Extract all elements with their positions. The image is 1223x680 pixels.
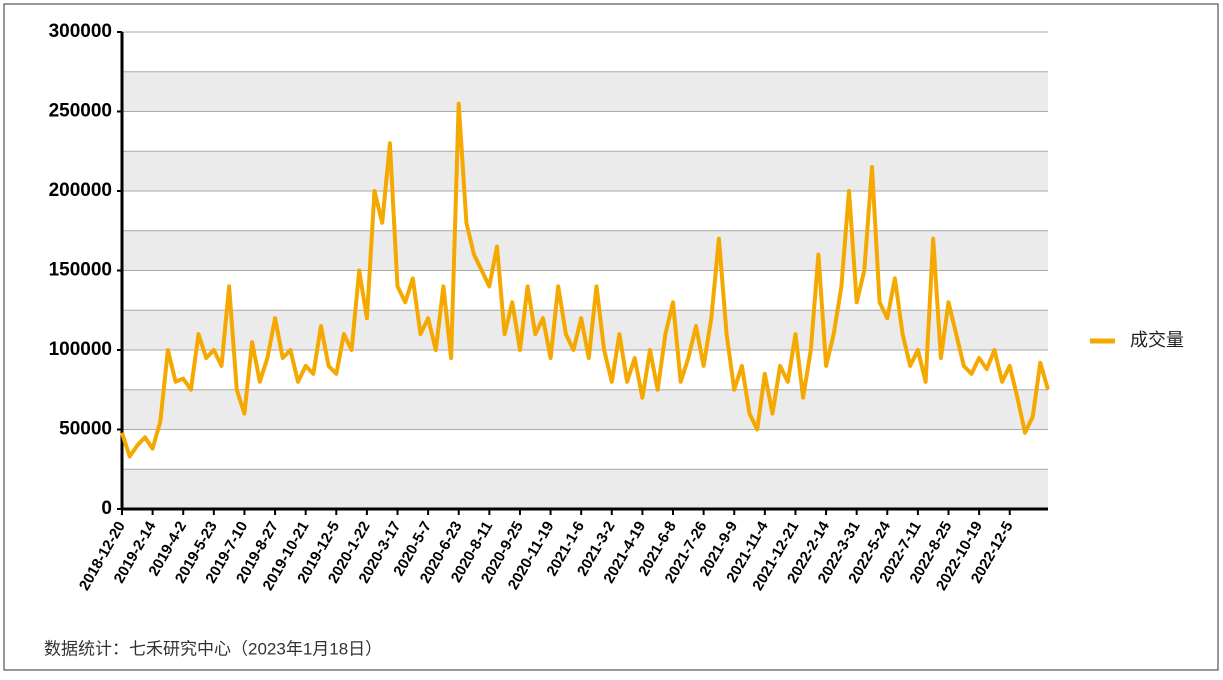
y-tick-label: 150000 [49,260,112,281]
line [120,101,1050,459]
legend-label: 成交量 [1130,330,1184,350]
grid-band [122,469,1048,509]
y-tick-label: 100000 [49,339,112,360]
y-tick-label: 200000 [49,180,112,201]
y-tick-label: 250000 [49,101,112,122]
grid-band [122,151,1048,191]
y-tick-label: 300000 [49,21,112,42]
y-tick-label: 0 [101,498,112,519]
y-tick-label: 50000 [59,419,112,440]
grid-band [122,389,1048,430]
grid-band [122,71,1048,112]
grid-band [122,230,1048,271]
source-note: 数据统计：七禾研究中心（2023年1月18日） [44,639,382,658]
